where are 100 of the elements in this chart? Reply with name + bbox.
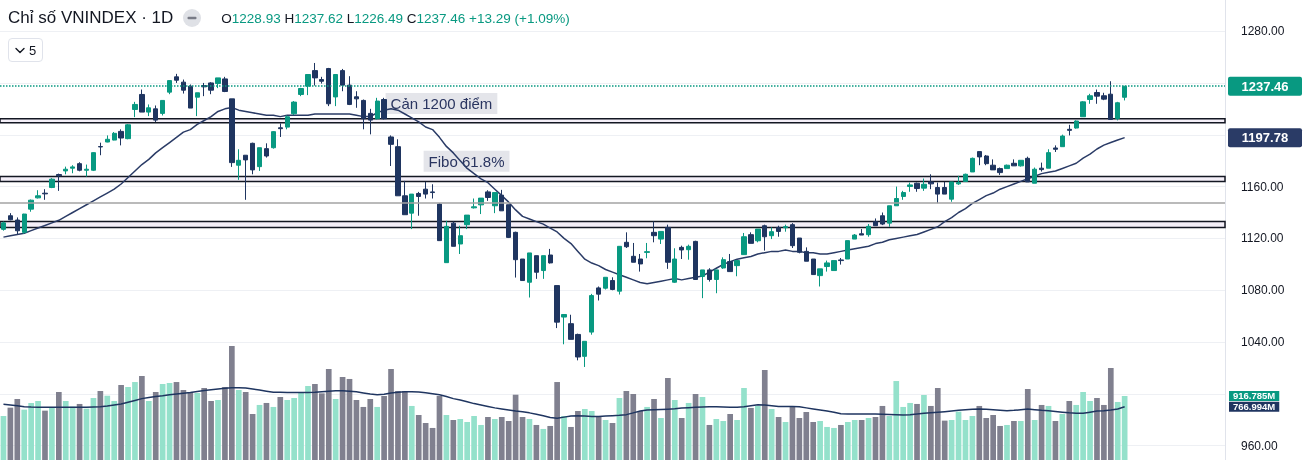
- candlestick: [264, 142, 269, 159]
- bar: [408, 405, 415, 460]
- text: Chỉ số VNINDEX · 1D: [8, 8, 174, 28]
- bar: [1018, 420, 1024, 460]
- candlestick: [1, 221, 6, 232]
- bar: [921, 394, 927, 460]
- candlestick: [160, 99, 165, 116]
- candlestick: [506, 204, 511, 239]
- candlestick: [70, 164, 75, 174]
- candlestick: [471, 198, 477, 209]
- candlestick: [437, 202, 442, 242]
- candlestick: [1025, 156, 1030, 183]
- bar: [561, 415, 567, 460]
- candlestick: [285, 114, 290, 130]
- candlestick: [859, 228, 864, 236]
- bar: [1004, 424, 1010, 460]
- candlestick: [582, 340, 587, 368]
- candlestick: [548, 248, 553, 265]
- line-series: [2, 386, 1126, 419]
- candlestick: [1067, 124, 1072, 136]
- candlestick: [1074, 119, 1079, 130]
- candlestick: [901, 190, 906, 201]
- candlestick: [866, 223, 871, 238]
- bar: [1024, 389, 1031, 460]
- bar: [152, 392, 159, 460]
- candlestick: [963, 173, 968, 183]
- candlestick: [236, 148, 241, 181]
- candlestick: [56, 173, 62, 192]
- candlestick: [1087, 93, 1093, 105]
- candlestick: [513, 231, 518, 279]
- band-label: Cản 1200 điểm: [390, 94, 493, 112]
- candlestick: [15, 216, 20, 235]
- bar: [277, 396, 284, 460]
- candlestick: [838, 257, 844, 266]
- candlestick: [312, 62, 318, 87]
- candlestick: [679, 245, 684, 260]
- candlestick: [63, 166, 68, 175]
- candlestick: [1053, 144, 1058, 153]
- candlestick: [672, 247, 677, 284]
- candlestick: [949, 181, 954, 203]
- bar: [49, 407, 55, 460]
- candlestick: [755, 228, 761, 243]
- candlestick: [887, 205, 892, 228]
- candlestick: [734, 260, 740, 277]
- bar: [540, 428, 547, 460]
- candlestick: [970, 157, 975, 173]
- candlestick: [326, 67, 331, 107]
- candlestick: [769, 226, 774, 240]
- bar: [768, 409, 775, 460]
- y-tick-label: 1160.00: [1241, 179, 1284, 194]
- candlestick: [527, 252, 532, 299]
- candlestick: [125, 123, 131, 140]
- annotation: 5: [29, 42, 37, 58]
- candlestick: [188, 83, 193, 109]
- candlestick: [1011, 158, 1017, 167]
- candlestick: [375, 97, 380, 120]
- candlestick: [174, 73, 179, 84]
- candlestick: [686, 244, 691, 261]
- candlestick: [464, 214, 470, 230]
- candlestick: [1018, 159, 1024, 168]
- candlestick: [112, 131, 117, 141]
- candlestick: [741, 232, 747, 256]
- candlestick: [153, 104, 158, 123]
- candlestick: [35, 189, 41, 200]
- candlestick: [49, 177, 55, 189]
- text: O1228.93 H1237.62 L1226.49 C1237.46 +13.29 (+1.09%): [221, 10, 570, 26]
- candlestick: [880, 212, 885, 226]
- candlestick: [762, 224, 767, 252]
- candlestick: [77, 161, 82, 172]
- candlestick: [257, 147, 262, 172]
- candlestick: [451, 220, 456, 247]
- candlestick: [1039, 162, 1044, 173]
- candlestick: [804, 246, 809, 262]
- candlestick: [1080, 100, 1086, 118]
- candlestick: [444, 220, 449, 264]
- candlestick: [624, 231, 629, 249]
- candlestick: [693, 240, 698, 280]
- candlestick: [907, 182, 913, 193]
- bar: [658, 417, 664, 460]
- candlestick: [105, 134, 110, 143]
- bar: [1011, 420, 1017, 460]
- candlestick: [98, 142, 103, 156]
- y-tick-label: 960.00: [1241, 438, 1279, 453]
- candlestick: [942, 181, 947, 195]
- candlestick: [181, 79, 186, 95]
- candlestick: [873, 217, 878, 227]
- candlestick: [388, 134, 394, 167]
- y-tick-label: 1280.00: [1241, 24, 1285, 39]
- y-tick-label: 1120.00: [1241, 231, 1284, 246]
- candlestick: [700, 269, 705, 299]
- y2-tick-label: 766.994M: [1233, 401, 1276, 413]
- candlestick: [146, 103, 151, 117]
- candlestick: [139, 89, 145, 113]
- candlestick: [783, 224, 788, 233]
- bar: [235, 390, 242, 460]
- candlestick: [84, 164, 89, 178]
- candlestick: [319, 76, 324, 85]
- bar: [1031, 419, 1038, 460]
- bar: [485, 416, 491, 460]
- candlestick: [485, 189, 491, 202]
